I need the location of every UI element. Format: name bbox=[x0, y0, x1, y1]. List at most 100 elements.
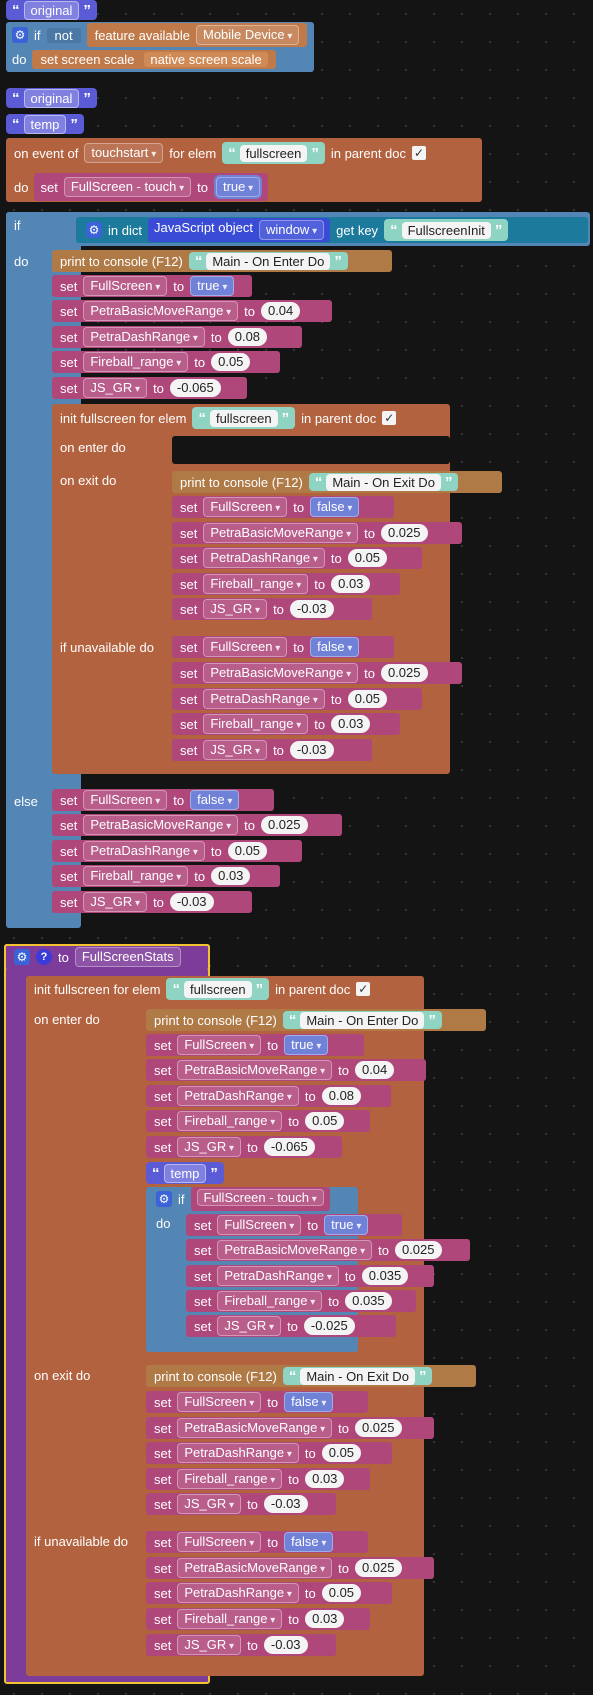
bool-dropdown[interactable]: false bbox=[310, 497, 360, 517]
number-field[interactable]: 0.025 bbox=[260, 816, 308, 834]
bool-dropdown[interactable]: false bbox=[310, 637, 360, 657]
number-field[interactable]: 0.04 bbox=[354, 1061, 395, 1079]
string-block[interactable]: “fullscreen” bbox=[192, 407, 296, 429]
number-field[interactable]: -0.03 bbox=[169, 893, 214, 911]
text-value[interactable]: temp bbox=[163, 1163, 207, 1183]
number-field[interactable]: 0.025 bbox=[380, 524, 428, 542]
string-block[interactable]: “Main - On Exit Do” bbox=[282, 1367, 433, 1385]
text-original-block-2[interactable]: “original” bbox=[6, 88, 97, 108]
string-block[interactable]: “Main - On Enter Do” bbox=[282, 1011, 442, 1029]
variable-dropdown[interactable]: PetraBasicMoveRange bbox=[217, 1240, 373, 1260]
string-block[interactable]: “Main - On Exit Do” bbox=[308, 473, 459, 491]
number-field[interactable]: 0.05 bbox=[211, 353, 251, 371]
variable-dropdown[interactable]: PetraBasicMoveRange bbox=[83, 301, 239, 321]
variable-dropdown[interactable]: FullScreen bbox=[177, 1035, 262, 1055]
bool-dropdown[interactable]: false bbox=[284, 1532, 334, 1552]
number-field[interactable]: 0.025 bbox=[354, 1559, 402, 1577]
variable-dropdown[interactable]: FullScreen bbox=[203, 637, 288, 657]
gear-icon[interactable]: ⚙ bbox=[156, 1191, 172, 1207]
number-field[interactable]: 0.03 bbox=[305, 1610, 345, 1628]
variable-dropdown[interactable]: PetraDashRange bbox=[203, 548, 325, 568]
number-field[interactable]: 0.05 bbox=[321, 1584, 362, 1602]
object-dropdown[interactable]: window bbox=[258, 220, 325, 240]
number-field[interactable]: -0.03 bbox=[289, 600, 334, 618]
if-not-block[interactable]: ⚙ if not feature available Mobile Device… bbox=[6, 22, 314, 72]
bool-dropdown[interactable]: false bbox=[284, 1392, 334, 1412]
variable-dropdown[interactable]: PetraDashRange bbox=[177, 1086, 299, 1106]
variable-dropdown[interactable]: JS_GR bbox=[177, 1494, 242, 1514]
number-field[interactable]: -0.03 bbox=[263, 1495, 308, 1513]
variable-dropdown[interactable]: FullScreen bbox=[217, 1215, 302, 1235]
number-field[interactable]: 0.025 bbox=[394, 1241, 442, 1259]
number-field[interactable]: 0.03 bbox=[211, 867, 251, 885]
number-field[interactable]: -0.03 bbox=[289, 741, 334, 759]
on-event-block[interactable]: on event of touchstart for elem “fullscr… bbox=[6, 138, 482, 202]
variable-dropdown[interactable]: Fireball_range bbox=[83, 866, 189, 886]
string-block[interactable]: “fullscreen” bbox=[222, 142, 325, 164]
number-field[interactable]: 0.03 bbox=[331, 575, 371, 593]
bool-dropdown[interactable]: true bbox=[324, 1215, 369, 1235]
number-field[interactable]: 0.035 bbox=[361, 1267, 409, 1285]
variable-dropdown[interactable]: JS_GR bbox=[83, 892, 148, 912]
number-field[interactable]: 0.03 bbox=[305, 1470, 345, 1488]
number-field[interactable]: 0.035 bbox=[345, 1292, 392, 1310]
procedure-name-field[interactable]: FullScreenStats bbox=[74, 947, 181, 967]
feature-dropdown[interactable]: Mobile Device bbox=[195, 25, 300, 45]
checkbox[interactable]: ✓ bbox=[412, 146, 427, 160]
variable-dropdown[interactable]: PetraDashRange bbox=[177, 1583, 299, 1603]
gear-icon[interactable]: ⚙ bbox=[86, 222, 102, 238]
variable-dropdown[interactable]: Fireball_range bbox=[177, 1469, 283, 1489]
number-field[interactable]: 0.05 bbox=[347, 690, 388, 708]
variable-dropdown[interactable]: PetraBasicMoveRange bbox=[177, 1060, 333, 1080]
variable-dropdown[interactable]: Fireball_range bbox=[177, 1111, 283, 1131]
text-value[interactable]: original bbox=[23, 88, 80, 108]
variable-dropdown[interactable]: JS_GR bbox=[203, 599, 268, 619]
variable-dropdown[interactable]: JS_GR bbox=[203, 740, 268, 760]
set-block[interactable]: set FullScreen - touch to true bbox=[34, 173, 269, 201]
bool-dropdown[interactable]: true bbox=[284, 1035, 329, 1055]
variable-dropdown[interactable]: FullScreen bbox=[83, 276, 168, 296]
string-block[interactable]: “fullscreen” bbox=[166, 978, 270, 1000]
variable-dropdown[interactable]: PetraDashRange bbox=[177, 1443, 299, 1463]
number-field[interactable]: 0.05 bbox=[347, 549, 388, 567]
variable-dropdown[interactable]: PetraBasicMoveRange bbox=[177, 1558, 333, 1578]
variable-dropdown[interactable]: JS_GR bbox=[177, 1137, 242, 1157]
variable-dropdown[interactable]: PetraBasicMoveRange bbox=[203, 523, 359, 543]
variable-dropdown[interactable]: PetraDashRange bbox=[203, 689, 325, 709]
variable-dropdown[interactable]: FullScreen bbox=[177, 1532, 262, 1552]
number-field[interactable]: -0.03 bbox=[263, 1636, 308, 1654]
number-field[interactable]: 0.08 bbox=[227, 328, 268, 346]
variable-getter[interactable]: FullScreen - touch bbox=[190, 1187, 330, 1211]
text-original-block[interactable]: “original” bbox=[6, 0, 97, 20]
variable-dropdown[interactable]: Fireball_range bbox=[177, 1609, 283, 1629]
number-field[interactable]: 0.04 bbox=[260, 302, 301, 320]
js-object-block[interactable]: JavaScript object window bbox=[147, 218, 331, 242]
variable-dropdown[interactable]: JS_GR bbox=[177, 1635, 242, 1655]
checkbox[interactable]: ✓ bbox=[382, 411, 397, 425]
variable-dropdown[interactable]: Fireball_range bbox=[203, 714, 309, 734]
number-field[interactable]: -0.065 bbox=[169, 379, 221, 397]
variable-dropdown[interactable]: FullScreen bbox=[203, 497, 288, 517]
variable-dropdown[interactable]: PetraBasicMoveRange bbox=[83, 815, 239, 835]
variable-dropdown[interactable]: JS_GR bbox=[83, 378, 148, 398]
set-screen-scale-block[interactable]: set screen scale native screen scale bbox=[32, 49, 276, 69]
number-field[interactable]: 0.08 bbox=[321, 1087, 362, 1105]
variable-dropdown[interactable]: PetraDashRange bbox=[83, 327, 205, 347]
variable-dropdown[interactable]: PetraBasicMoveRange bbox=[203, 663, 359, 683]
variable-dropdown[interactable]: PetraDashRange bbox=[83, 841, 205, 861]
variable-dropdown[interactable]: PetraBasicMoveRange bbox=[177, 1418, 333, 1438]
variable-dropdown[interactable]: JS_GR bbox=[217, 1316, 282, 1336]
text-temp-block[interactable]: “temp” bbox=[6, 114, 84, 134]
variable-dropdown[interactable]: Fireball_range bbox=[217, 1291, 323, 1311]
number-field[interactable]: 0.05 bbox=[227, 842, 268, 860]
variable-dropdown[interactable]: FullScreen bbox=[177, 1392, 262, 1412]
bool-dropdown[interactable]: false bbox=[190, 790, 240, 810]
help-icon[interactable]: ? bbox=[36, 949, 52, 965]
variable-dropdown[interactable]: Fireball_range bbox=[203, 574, 309, 594]
bool-dropdown[interactable]: true bbox=[190, 276, 235, 296]
text-temp-block[interactable]: “temp” bbox=[146, 1162, 224, 1184]
string-block[interactable]: “Main - On Enter Do” bbox=[188, 252, 348, 270]
variable-dropdown[interactable]: PetraDashRange bbox=[217, 1266, 339, 1286]
number-field[interactable]: -0.065 bbox=[263, 1138, 315, 1156]
bool-dropdown[interactable]: true bbox=[215, 177, 261, 197]
